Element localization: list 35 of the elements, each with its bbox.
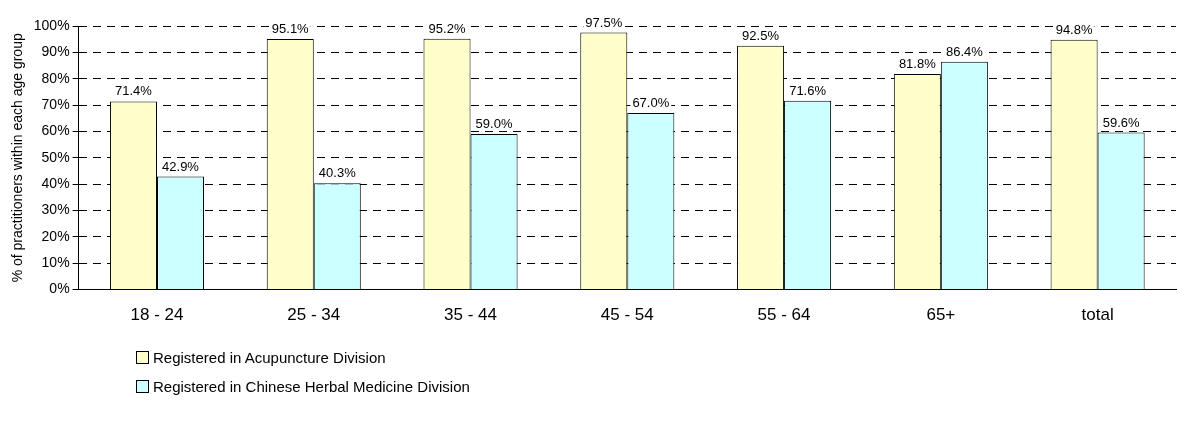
y-axis-title: % of practitioners within each age group [9,33,26,283]
y-tick-label: 10% [41,254,70,271]
data-label: 59.0% [475,116,513,132]
y-tick-label: 90% [41,43,70,60]
data-label: 67.0% [632,95,670,111]
y-tick-label: 80% [41,69,70,86]
y-tick-label: 50% [41,148,70,165]
y-tick-label: 0% [49,280,70,297]
data-label: 92.5% [742,27,780,43]
x-tick-label: total [1081,305,1114,325]
data-label: 97.5% [585,14,623,30]
data-label: 94.8% [1055,21,1093,37]
y-tick-label: 70% [41,95,70,112]
y-tick-label: 40% [41,175,70,192]
x-tick-label: 45 - 54 [600,305,654,325]
data-label: 40.3% [318,165,357,181]
data-label: 95.2% [428,20,466,36]
x-tick-label: 35 - 44 [444,305,497,325]
y-tick-label: 20% [41,227,70,244]
data-label: 81.8% [898,56,937,72]
y-tick-label: 30% [41,201,70,218]
data-label: 86.4% [945,43,984,59]
x-tick-label: 18 - 24 [130,305,184,325]
legend-label: Registered in Chinese Herbal Medicine Division [153,378,470,395]
y-tick-label: 100% [33,16,70,33]
data-label: 71.6% [789,82,827,98]
y-tick-label: 60% [41,122,70,139]
data-label: 59.6% [1102,114,1140,130]
data-label: 42.9% [162,158,200,174]
legend-label: Registered in Acupuncture Division [153,349,386,366]
x-tick-label: 55 - 64 [757,305,811,325]
data-label: 95.1% [271,20,310,36]
x-tick-label: 65+ [926,305,956,325]
x-tick-label: 25 - 34 [287,305,341,325]
data-label: 71.4% [115,83,153,99]
